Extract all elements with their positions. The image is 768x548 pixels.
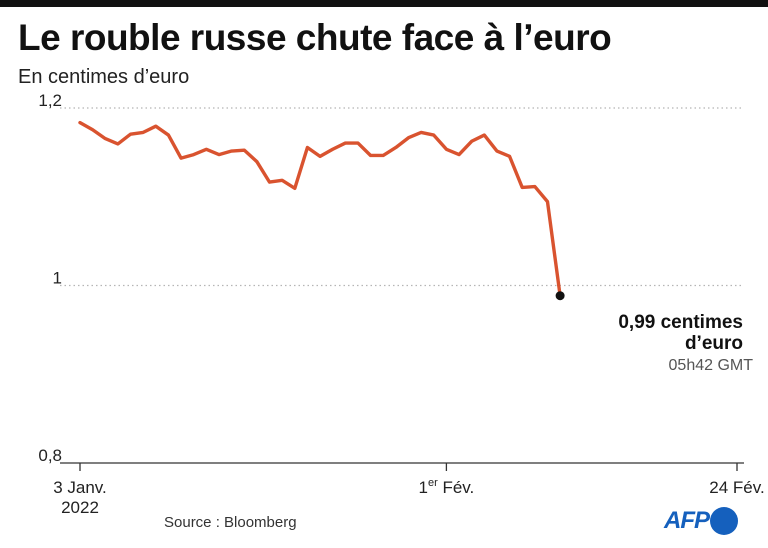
x-tick-label: 1er Fév. bbox=[419, 477, 475, 497]
y-tick-label: 0,8 bbox=[38, 446, 62, 465]
annotation-time: 05h42 GMT bbox=[669, 357, 754, 374]
afp-logo-text: AFP bbox=[664, 507, 710, 534]
y-tick-label: 1,2 bbox=[38, 91, 62, 110]
top-bar bbox=[0, 0, 768, 7]
source-note: Source : Bloomberg bbox=[164, 514, 297, 531]
x-tick-label: 24 Fév. bbox=[709, 478, 764, 497]
series-layer bbox=[78, 120, 562, 298]
annotation-label: 0,99 centimes bbox=[618, 312, 743, 333]
x-tick-label: 2022 bbox=[61, 498, 99, 517]
afp-logo-ball-icon bbox=[710, 507, 738, 535]
chart-subtitle: En centimes d’euro bbox=[18, 66, 190, 88]
x-tick-label: 3 Janv. bbox=[53, 478, 107, 497]
annotation-label: d’euro bbox=[685, 333, 743, 354]
y-tick-label: 1 bbox=[53, 269, 62, 288]
axes: 1,2 1 0,8 3 Janv.2022 1er Fév. 24 Fév. bbox=[38, 91, 764, 517]
last-point-marker bbox=[555, 291, 565, 301]
series-line bbox=[78, 120, 562, 298]
afp-logo: AFP bbox=[664, 504, 738, 538]
gridlines bbox=[60, 107, 744, 287]
chart-title: Le rouble russe chute face à l’euro bbox=[18, 17, 612, 58]
